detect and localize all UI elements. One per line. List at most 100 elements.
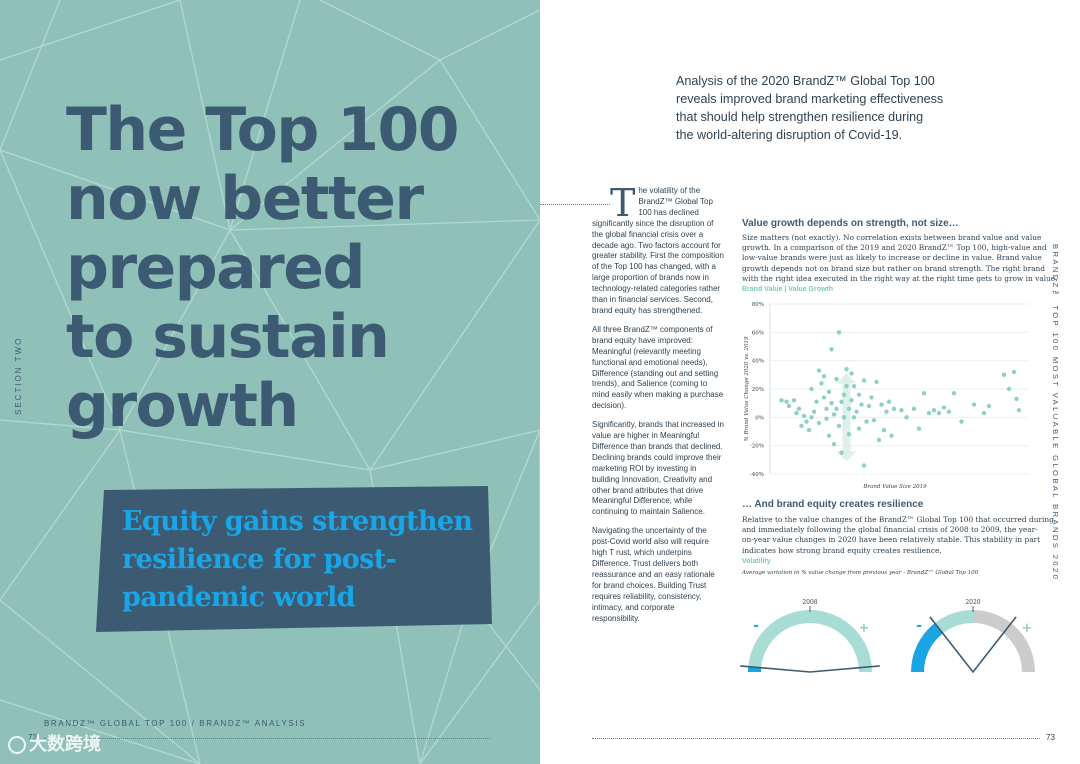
scatter-point <box>801 413 807 419</box>
text-line: Relative to the value changes of the Bra… <box>742 515 1054 524</box>
scatter-point <box>981 410 987 416</box>
watermark-logo-icon <box>8 736 26 754</box>
gauge-track-mid <box>934 610 973 634</box>
scatter-point <box>1001 372 1007 378</box>
scatter-point <box>799 423 804 429</box>
banner-line: pandemic world <box>122 582 356 613</box>
gauge-fill <box>911 623 943 672</box>
scatter-point <box>831 442 837 447</box>
scatter-point <box>946 409 952 414</box>
gauge-minus-label: - <box>916 618 922 634</box>
gauge-needle <box>740 665 880 673</box>
text-line: growth. In a comparison of the 2019 and … <box>742 243 1047 253</box>
scatter-point <box>851 383 857 389</box>
scatter-point <box>931 408 937 413</box>
scatter-point <box>841 415 847 420</box>
scatter-point <box>784 399 789 404</box>
scatter-point <box>856 392 862 397</box>
right-page-number: 73 <box>1046 733 1055 742</box>
scatter-point <box>809 386 814 392</box>
scatter-point <box>821 395 827 400</box>
gauge-plus-label: + <box>859 621 870 636</box>
page-title: The Top 100 now better prepared to susta… <box>66 96 460 441</box>
scatter-point <box>791 398 797 403</box>
scatter-point <box>886 399 892 404</box>
scatter-point <box>829 400 834 406</box>
scatter-point <box>826 433 832 438</box>
gauge-track <box>973 610 1035 672</box>
scatter-point <box>959 419 964 424</box>
scatter-point <box>806 427 812 433</box>
title-line: prepared <box>66 233 365 303</box>
intro-line: that should help strengthen resilience d… <box>676 110 924 124</box>
watermark-text: 大数跨境 <box>29 734 101 755</box>
intro-line: reveals improved brand marketing effecti… <box>676 92 944 106</box>
section-heading-resilience: … And brand equity creates resilience <box>742 499 924 510</box>
text-line: with the right idea executed in the righ… <box>742 273 1058 283</box>
scatter-point <box>926 410 932 416</box>
scatter-point <box>839 399 844 404</box>
intro-line: the world-altering disruption of Covid-1… <box>676 128 903 142</box>
text-line: low-value brands were just as likely to … <box>742 253 1042 263</box>
scatter-point <box>861 378 867 383</box>
scatter-point <box>859 402 864 407</box>
scatter-point <box>891 406 897 412</box>
body-paragraph: Navigating the uncertainty of the post-C… <box>592 526 715 623</box>
banner-line: resilience for post- <box>122 544 397 575</box>
scatter-point <box>986 403 992 409</box>
title-line: now better <box>66 164 424 234</box>
text-line: on-year value changes in 2020 have been … <box>742 535 1041 545</box>
scatter-chart: 80% 60% 40% 20% 0% -20% -40% Brand Value Size 2… <box>744 302 1028 490</box>
scatter-point <box>779 398 784 403</box>
scatter-point <box>816 368 822 373</box>
dotted-leader <box>540 204 610 205</box>
volatility-label: Volatility <box>742 558 771 565</box>
gauge-track <box>810 610 872 672</box>
scatter-point <box>794 410 799 416</box>
text-line: growth depends not on brand size but rat… <box>742 263 1046 273</box>
scatter-point <box>849 371 854 376</box>
scatter-point <box>826 389 832 395</box>
banner-background <box>96 486 492 632</box>
scatter-point <box>786 403 792 409</box>
scatter-point <box>851 415 857 420</box>
scatter-point <box>866 403 872 409</box>
section-text-value-growth: Size matters (not exactly). No correlati… <box>742 233 1058 284</box>
scatter-point <box>1014 396 1019 402</box>
scatter-point <box>821 374 827 379</box>
scatter-point <box>844 383 849 389</box>
scatter-point <box>951 391 957 396</box>
scatter-point <box>861 463 867 468</box>
y-tick-label: 40% <box>752 359 764 365</box>
text-line: and immediately following the global fin… <box>742 525 1038 535</box>
banner-headline: Equity gains strengthen resilience for p… <box>122 503 473 617</box>
watermark: 大数跨境 <box>8 730 101 756</box>
geometric-line-pattern <box>0 0 540 764</box>
scatter-point <box>884 409 889 414</box>
scatter-point <box>811 409 817 414</box>
scatter-point <box>809 415 814 420</box>
paragraph-text: he volatility of the BrandZ™ Global Top … <box>592 186 724 315</box>
scatter-point <box>941 405 947 410</box>
y-tick-label: 20% <box>752 387 764 393</box>
text-line: Size matters (not exactly). No correlati… <box>742 233 1042 242</box>
body-paragraph: Significantly, brands that increased in … <box>592 420 724 517</box>
intro-line: Analysis of the 2020 BrandZ™ Global Top … <box>676 74 935 88</box>
title-line: growth <box>66 371 299 441</box>
scatter-point <box>846 432 852 437</box>
y-tick-label: 0% <box>755 415 764 421</box>
chart-label: Brand Value | Value Growth <box>742 286 834 293</box>
scatter-point <box>1011 369 1017 375</box>
section-label: SECTION TWO <box>14 336 23 415</box>
scatter-point <box>804 419 809 424</box>
y-tick-label: 60% <box>752 330 764 336</box>
gauge-needle <box>929 616 1017 674</box>
scatter-point <box>831 412 837 417</box>
scatter-point <box>846 406 852 412</box>
gauge-year-label: 2008 <box>802 599 817 606</box>
scatter-point <box>971 402 977 407</box>
volatility-gauges: 2008 - +2020 - + <box>740 599 1035 674</box>
scatter-point <box>1016 408 1022 413</box>
